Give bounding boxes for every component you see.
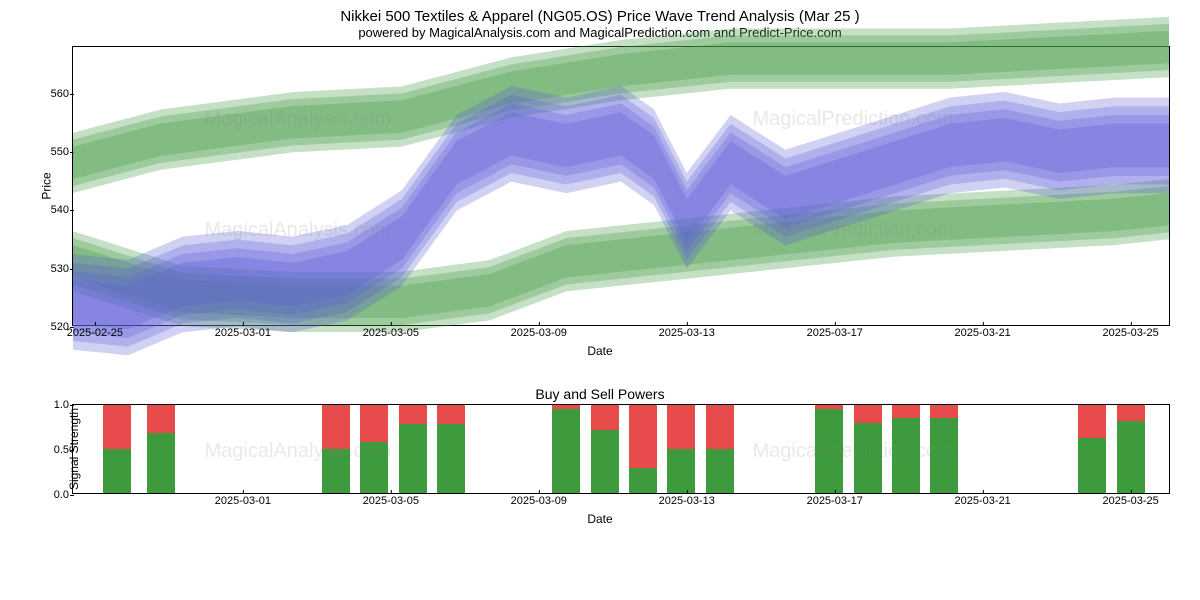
x-tick: 2025-03-01 [215,327,271,339]
signal-bar [322,405,350,493]
y-axis-ticks: 520530540550560 [35,47,69,325]
signal-bar [815,405,843,493]
signal-bar [147,405,175,493]
x-axis-ticks: 2025-02-252025-03-012025-03-052025-03-09… [73,327,1169,343]
buy-bar [399,424,427,493]
sell-bar [629,405,657,468]
y-tick: 520 [35,321,69,333]
y-axis-ticks-sub: 0.00.51.0 [35,405,69,493]
sell-bar [854,405,882,423]
sell-bar [667,405,695,449]
x-tick: 2025-03-09 [511,327,567,339]
sell-bar [552,405,580,409]
x-tick: 2025-03-13 [659,327,715,339]
y-tick: 0.5 [35,444,69,456]
signal-bar [706,405,734,493]
sell-bar [591,405,619,430]
main-title: Nikkei 500 Textiles & Apparel (NG05.OS) … [20,8,1180,25]
y-tick: 540 [35,204,69,216]
sell-bar [360,405,388,442]
x-tick: 2025-03-21 [955,327,1011,339]
x-tick: 2025-02-25 [67,327,123,339]
buy-bar [706,449,734,493]
buy-bar [322,449,350,493]
signal-bar [399,405,427,493]
x-tick: 2025-03-17 [807,495,863,507]
sell-bar [706,405,734,449]
buy-bar [667,449,695,493]
buy-bar [1078,438,1106,493]
sell-bar [892,405,920,418]
buy-bar [815,409,843,493]
x-tick: 2025-03-09 [511,495,567,507]
signal-bar [892,405,920,493]
price-wave-chart: Price 520530540550560 MagicalAnalysis.co… [72,46,1170,326]
signal-bar [930,405,958,493]
signal-bar [103,405,131,493]
buy-bar [629,468,657,493]
chart-container: Nikkei 500 Textiles & Apparel (NG05.OS) … [0,0,1200,526]
y-tick: 560 [35,88,69,100]
x-tick: 2025-03-25 [1102,495,1158,507]
bar-area [73,405,1169,493]
x-tick: 2025-03-13 [659,495,715,507]
signal-bar [629,405,657,493]
signal-bar [1117,405,1145,493]
buy-bar [147,433,175,493]
buy-bar [103,449,131,493]
sell-bar [103,405,131,449]
sell-bar [147,405,175,433]
signal-bar [360,405,388,493]
signal-bar [437,405,465,493]
x-axis-ticks-sub: 2025-03-01 2025-03-05 2025-03-09 2025-03-13… [73,495,1169,511]
signal-bar [667,405,695,493]
y-tick: 550 [35,146,69,158]
x-tick: 2025-03-05 [363,327,419,339]
x-tick: 2025-03-25 [1102,327,1158,339]
buy-bar [1117,421,1145,493]
sell-bar [437,405,465,424]
signal-bar [552,405,580,493]
x-tick: 2025-03-05 [363,495,419,507]
sell-bar [930,405,958,418]
sub-chart-title: Buy and Sell Powers [20,386,1180,402]
buy-bar [892,418,920,493]
signal-bar [854,405,882,493]
x-axis-label: Date [20,344,1180,358]
y-tick: 0.0 [35,489,69,501]
x-tick: 2025-03-21 [955,495,1011,507]
sell-bar [322,405,350,449]
sell-bar [1078,405,1106,438]
buy-bar [930,418,958,493]
buy-sell-chart: Signal Strength 0.00.51.0 MagicalAnalysi… [72,404,1170,494]
sell-bar [1117,405,1145,421]
y-tick: 530 [35,263,69,275]
x-axis-label-sub: Date [20,512,1180,526]
y-tick: 1.0 [35,399,69,411]
buy-bar [591,430,619,493]
sell-bar [399,405,427,424]
signal-bar [1078,405,1106,493]
buy-bar [552,409,580,493]
x-tick: 2025-03-17 [807,327,863,339]
sell-bar [815,405,843,409]
buy-bar [854,423,882,493]
buy-bar [360,442,388,493]
buy-bar [437,424,465,493]
signal-bar [591,405,619,493]
x-tick: 2025-03-01 [215,495,271,507]
wave-svg [73,47,1169,325]
